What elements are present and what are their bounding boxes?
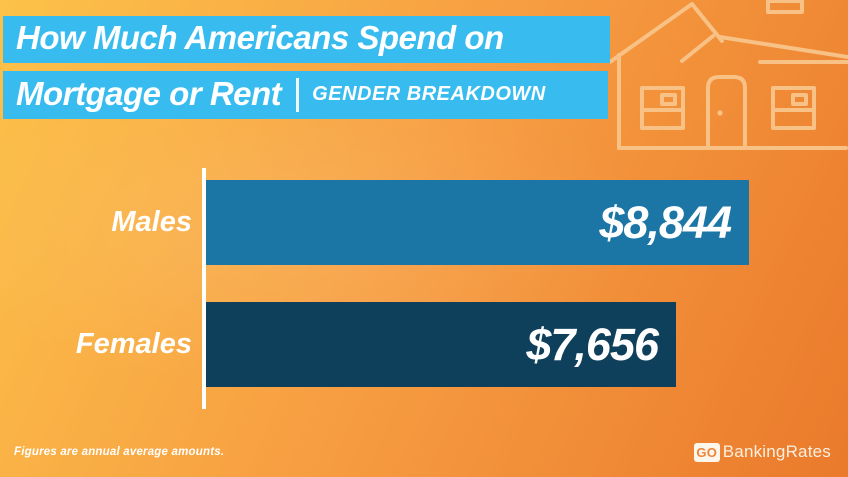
logo-go-badge: GO — [693, 442, 720, 462]
house-outline — [610, 0, 848, 150]
bar-males: $8,844 — [206, 180, 749, 265]
category-label-females: Females — [75, 328, 192, 360]
door-knob — [717, 110, 723, 116]
chimney — [766, 0, 804, 14]
title-banner-line1: How Much Americans Spend on — [3, 16, 610, 63]
footnote: Figures are annual average amounts. — [14, 446, 225, 458]
logo-wordmark: BankingRates — [722, 442, 831, 461]
roof-overhang — [680, 34, 715, 63]
house-icon — [610, 0, 848, 150]
roof-ridge — [718, 35, 848, 59]
bar-value-males: $8,844 — [599, 197, 732, 248]
window-right-pane — [791, 93, 808, 106]
bar-females: $7,656 — [206, 302, 676, 387]
title-subtitle: GENDER BREAKDOWN — [312, 83, 546, 105]
title-banner-line2: Mortgage or Rent GENDER BREAKDOWN — [3, 71, 608, 119]
title-line2: Mortgage or Rent — [16, 74, 282, 112]
gobankingrates-logo: GO BankingRates — [693, 442, 831, 462]
door — [706, 75, 747, 150]
window-left-pane — [660, 93, 677, 106]
title-line1: How Much Americans Spend on — [16, 19, 504, 56]
roof-right-slope — [690, 2, 724, 43]
title-divider — [296, 78, 300, 112]
chart-axis-line — [202, 168, 206, 409]
roof-left-slope — [610, 2, 694, 64]
category-label-males: Males — [111, 206, 192, 238]
bar-value-females: $7,656 — [526, 319, 659, 370]
